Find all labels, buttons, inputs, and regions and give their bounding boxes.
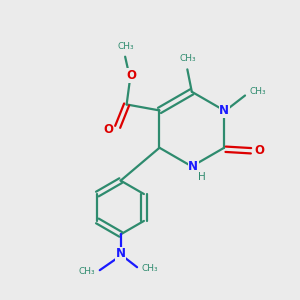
Text: H: H (198, 172, 206, 182)
Text: CH₃: CH₃ (118, 42, 134, 51)
Text: N: N (219, 104, 229, 117)
Text: N: N (188, 160, 198, 173)
Text: CH₃: CH₃ (179, 54, 196, 63)
Text: O: O (104, 123, 114, 136)
Text: N: N (116, 247, 126, 260)
Text: O: O (126, 69, 136, 82)
Text: CH₃: CH₃ (79, 267, 95, 276)
Text: CH₃: CH₃ (249, 87, 266, 96)
Text: O: O (254, 144, 264, 157)
Text: CH₃: CH₃ (141, 264, 158, 273)
